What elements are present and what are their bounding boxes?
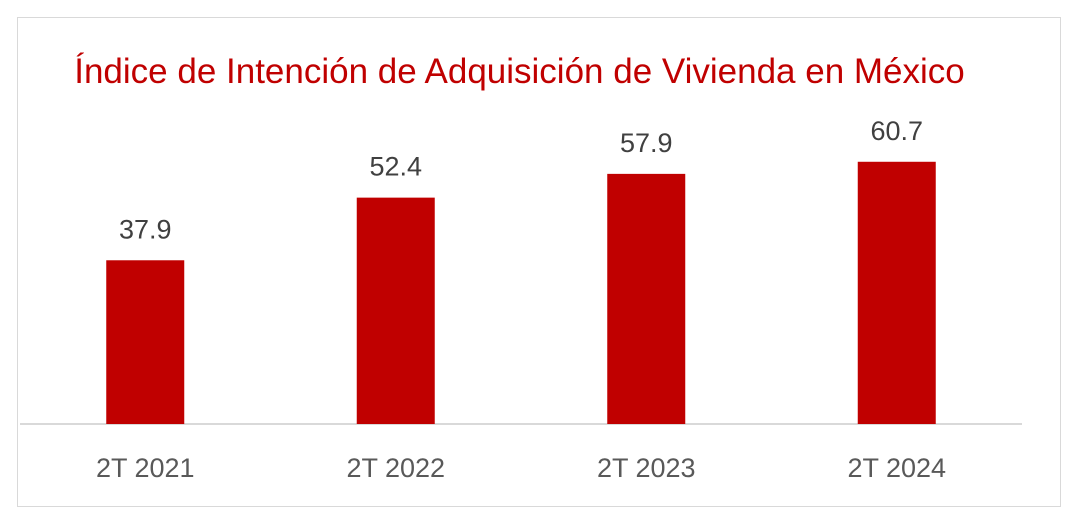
- x-tick-label-1: 2T 2021: [96, 453, 195, 483]
- bar-2: [356, 197, 435, 424]
- data-label-4: 60.7: [870, 116, 923, 146]
- x-tick-label-4: 2T 2024: [847, 453, 946, 483]
- bar-4: [857, 161, 936, 424]
- bar-3: [607, 173, 686, 424]
- x-tick-label-3: 2T 2023: [597, 453, 696, 483]
- x-tick-label-2: 2T 2022: [346, 453, 445, 483]
- chart-title: Índice de Intención de Adquisición de Vi…: [74, 52, 965, 91]
- data-label-1: 37.9: [119, 214, 172, 244]
- data-label-3: 57.9: [620, 128, 673, 158]
- data-label-2: 52.4: [369, 152, 422, 182]
- bar-1: [106, 260, 185, 424]
